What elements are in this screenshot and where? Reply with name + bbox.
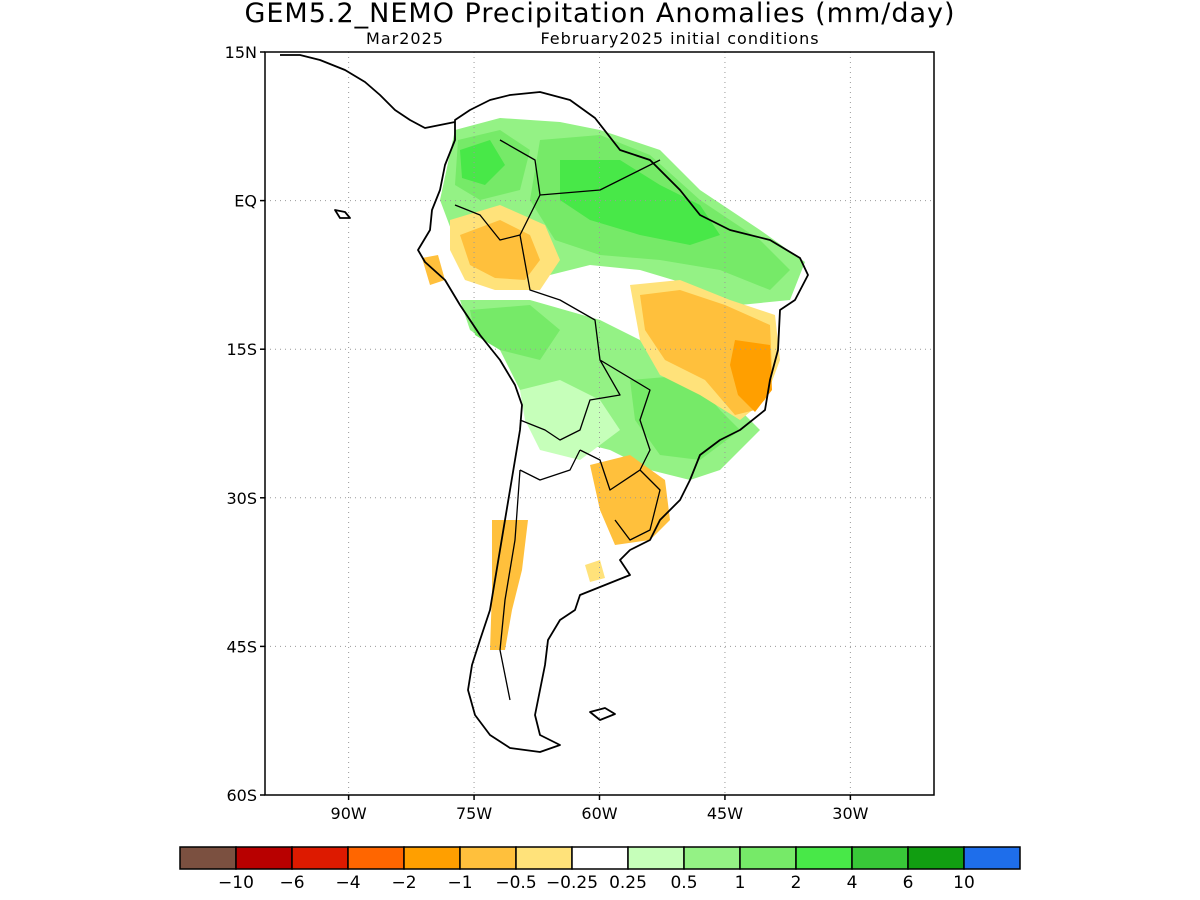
colorbar-label: −10 bbox=[218, 873, 254, 893]
lon-tick-label: 75W bbox=[456, 804, 492, 823]
coastlines bbox=[280, 54, 809, 753]
colorbar-swatch bbox=[291, 846, 349, 870]
colorbar-swatch bbox=[963, 846, 1021, 870]
latitude-labels: 15N EQ 15S 30S 45S 60S bbox=[225, 43, 265, 805]
subtitle-month: Mar2025 bbox=[366, 29, 444, 48]
lon-tick-label: 45W bbox=[707, 804, 743, 823]
subtitle-initial-conditions: February2025 initial conditions bbox=[540, 29, 819, 48]
anomaly-green-bolivia bbox=[470, 305, 560, 360]
anomaly-field bbox=[422, 118, 805, 650]
colorbar-swatch bbox=[235, 846, 293, 870]
colorbar-label: 4 bbox=[847, 873, 858, 893]
colorbar-label: −6 bbox=[279, 873, 304, 893]
colorbar: −10 −6 −4 −2 −1 −0.5 −0.25 0.25 0.5 1 2 4 6 10 bbox=[179, 846, 1021, 893]
colorbar-label: 2 bbox=[791, 873, 802, 893]
colorbar-label: −1 bbox=[447, 873, 472, 893]
galapagos-islands bbox=[334, 209, 351, 219]
longitude-labels: 90W 75W 60W 45W 30W bbox=[331, 795, 869, 823]
lon-tick-label: 60W bbox=[581, 804, 617, 823]
anomaly-light-green-south bbox=[520, 380, 620, 460]
country-borders bbox=[454, 139, 661, 701]
colorbar-swatch bbox=[627, 846, 685, 870]
anomaly-dry-uruguay bbox=[590, 455, 670, 545]
colorbar-swatch bbox=[739, 846, 797, 870]
colorbar-label: 0.5 bbox=[670, 873, 697, 893]
colorbar-swatch bbox=[683, 846, 741, 870]
anomaly-strong-green-colombia bbox=[460, 140, 505, 185]
lon-tick-label: 30W bbox=[832, 804, 868, 823]
anomaly-dry-pampas bbox=[585, 560, 605, 582]
colorbar-label: 6 bbox=[903, 873, 914, 893]
colorbar-label: −2 bbox=[391, 873, 416, 893]
lat-tick-label: 15S bbox=[226, 340, 257, 359]
colorbar-label: −4 bbox=[335, 873, 360, 893]
lat-tick-label: 60S bbox=[226, 786, 257, 805]
lat-tick-label: 15N bbox=[225, 43, 257, 62]
falkland-islands bbox=[589, 707, 616, 721]
colorbar-label: 0.25 bbox=[609, 873, 647, 893]
colorbar-label: 1 bbox=[735, 873, 746, 893]
anomaly-dry-bahia bbox=[730, 340, 772, 412]
colorbar-label: −0.5 bbox=[495, 873, 536, 893]
colorbar-swatch bbox=[907, 846, 965, 870]
colorbar-swatch bbox=[515, 846, 573, 870]
map-panel: 15N EQ 15S 30S 45S 60S 90W 75W 60W 45W 30W bbox=[225, 43, 935, 823]
figure-title: GEM5.2_NEMO Precipitation Anomalies (mm/… bbox=[244, 0, 955, 29]
lat-tick-label: 30S bbox=[226, 489, 257, 508]
central-america-coast bbox=[280, 54, 456, 129]
colorbar-swatch bbox=[851, 846, 909, 870]
lon-tick-label: 90W bbox=[331, 804, 367, 823]
colorbar-label: 10 bbox=[953, 873, 975, 893]
anomaly-strong-green-amazon bbox=[560, 160, 720, 245]
lat-tick-label: 45S bbox=[226, 637, 257, 656]
colorbar-swatch bbox=[179, 846, 237, 870]
lat-tick-label: EQ bbox=[234, 192, 257, 211]
colorbar-swatch bbox=[571, 846, 629, 870]
colorbar-swatch bbox=[459, 846, 517, 870]
colorbar-swatch bbox=[347, 846, 405, 870]
colorbar-label: −0.25 bbox=[546, 873, 598, 893]
colorbar-swatch bbox=[795, 846, 853, 870]
south-america-coast bbox=[417, 91, 809, 753]
colorbar-swatch bbox=[403, 846, 461, 870]
anomaly-green-southeast bbox=[630, 375, 740, 460]
